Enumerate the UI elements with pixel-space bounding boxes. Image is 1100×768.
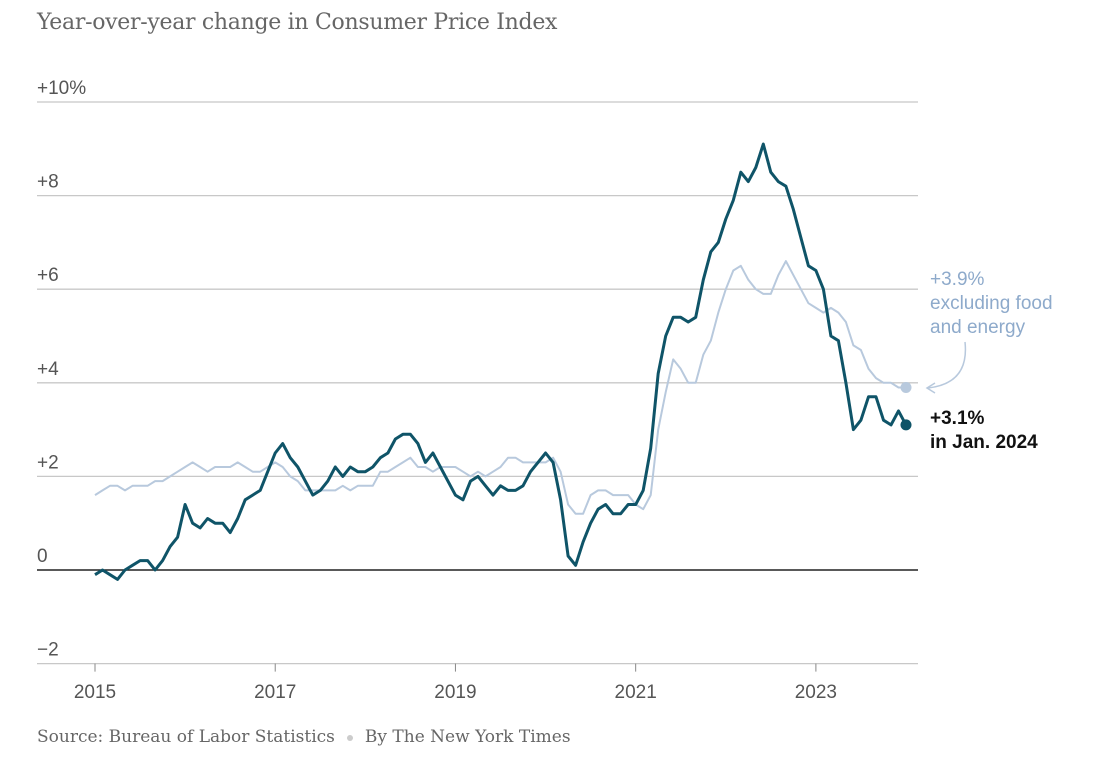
end-point-headline (900, 419, 912, 431)
series-line-core (94, 260, 906, 515)
y-tick-label: 0 (37, 546, 48, 567)
x-tick-label: 2015 (74, 682, 116, 703)
core-annotation-line: and energy (930, 317, 1026, 338)
y-tick-label: +2 (37, 452, 59, 473)
x-tick-label: 2023 (795, 682, 837, 703)
separator-dot (346, 734, 353, 741)
arrowhead-icon (925, 382, 936, 394)
y-tick-label: +8 (37, 172, 59, 193)
core-annotation-line: +3.9% (930, 269, 985, 290)
chart-title: Year-over-year change in Consumer Price … (37, 10, 558, 35)
y-tick-label: +6 (37, 265, 59, 286)
series-line-headline (94, 142, 908, 581)
x-tick-label: 2021 (615, 682, 657, 703)
source-text: Source: Bureau of Labor Statistics (37, 727, 335, 747)
headline-annotation-line: in Jan. 2024 (930, 432, 1038, 453)
y-tick-label: +4 (37, 359, 59, 380)
source-line: Source: Bureau of Labor Statistics By The… (37, 727, 571, 747)
x-tick-label: 2017 (254, 682, 296, 703)
x-tick-label: 2019 (434, 682, 476, 703)
y-tick-label: −2 (37, 640, 59, 661)
headline-annotation-line: +3.1% (930, 408, 985, 429)
y-tick-label: +10% (37, 78, 86, 99)
line-chart: +10% +8 +6 +4 +2 0 −2 2015 2017 2019 2021 2023 +3.… (37, 78, 1053, 703)
end-point-core (900, 381, 912, 393)
annotation-arrow (927, 341, 967, 389)
byline: By The New York Times (364, 727, 571, 747)
core-annotation-line: excluding food (930, 293, 1053, 314)
